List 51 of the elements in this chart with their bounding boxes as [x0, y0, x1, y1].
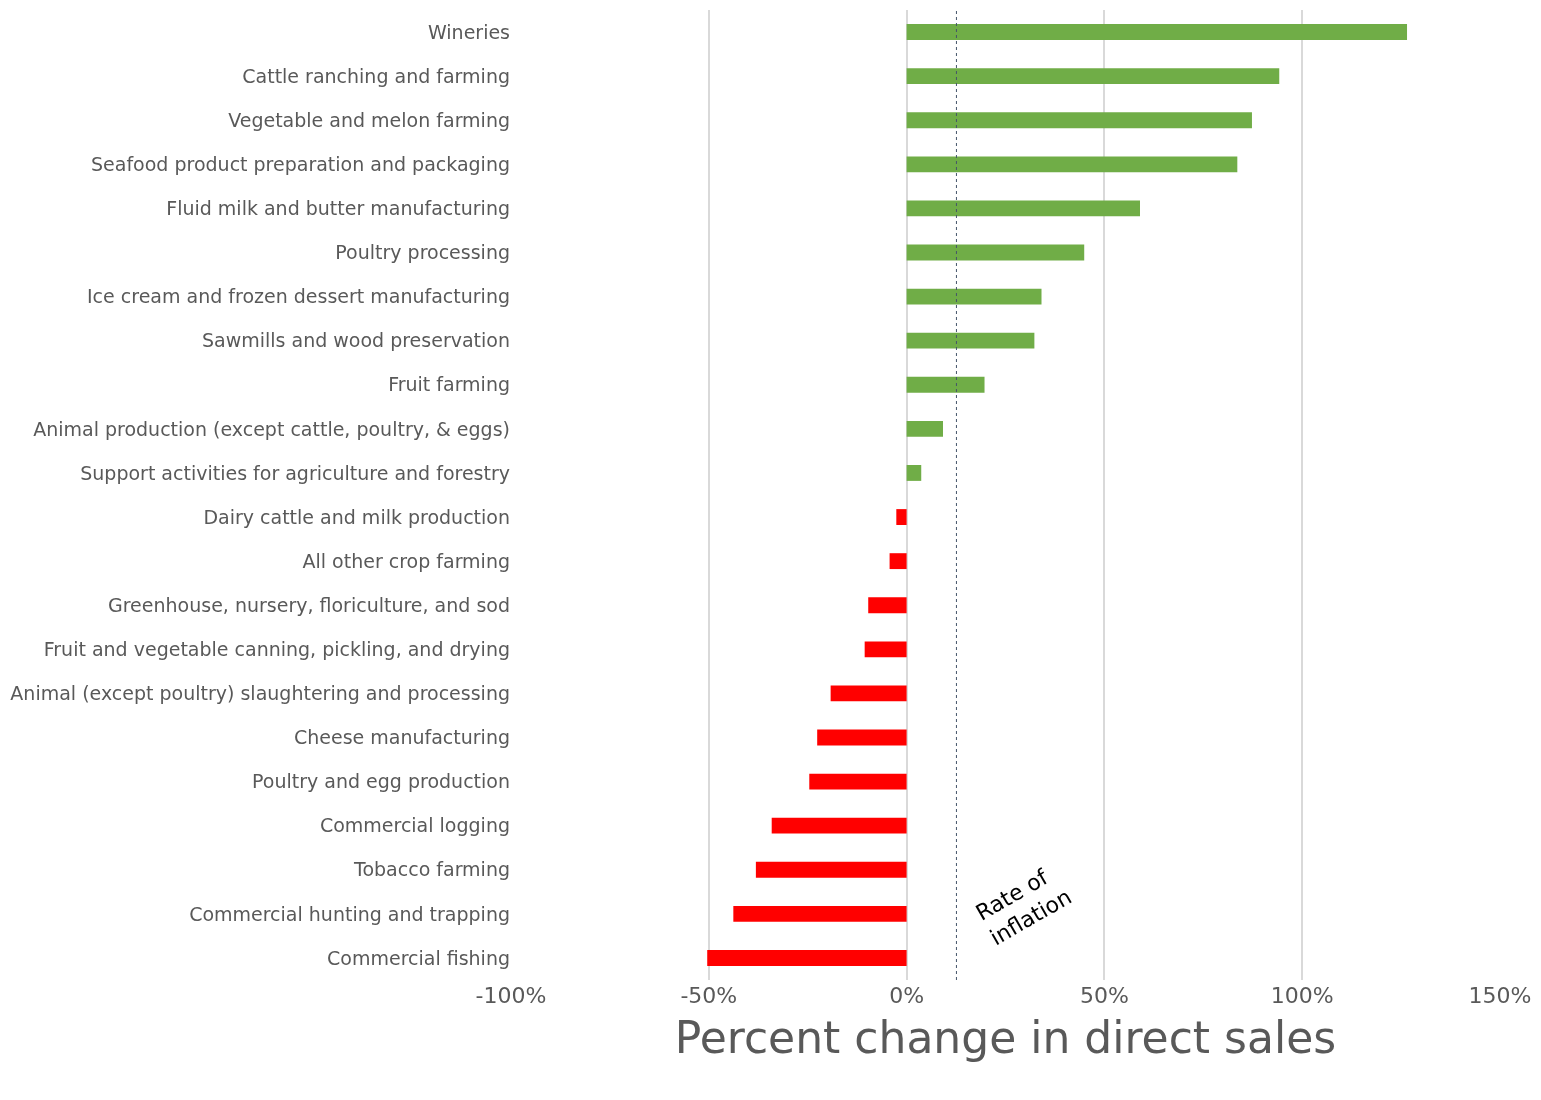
bar	[896, 509, 907, 525]
bar	[830, 685, 907, 702]
x-tick-label: 100%	[1270, 983, 1334, 1008]
y-tick-label: Support activities for agriculture and forestry	[80, 461, 510, 484]
y-tick-label: Sawmills and wood preservation	[201, 329, 510, 352]
bar	[906, 332, 1035, 349]
y-tick-label: Poultry and egg production	[252, 770, 510, 793]
bar	[771, 817, 907, 834]
x-tick-label: 150%	[1468, 983, 1532, 1008]
y-tick-label: Seafood product preparation and packaging	[91, 152, 510, 175]
bar	[906, 288, 1042, 305]
bar	[906, 465, 922, 481]
bar	[906, 244, 1085, 261]
y-tick-label: Animal production (except cattle, poultry, & eggs)	[33, 417, 510, 440]
y-tick-label: Vegetable and melon farming	[228, 108, 510, 131]
y-tick-label: Fruit and vegetable canning, pickling, and drying	[43, 637, 510, 660]
bar	[733, 905, 907, 922]
y-tick-label: Tobacco farming	[353, 858, 510, 881]
bar	[906, 376, 985, 393]
x-axis-title: Percent change in direct sales	[674, 1012, 1337, 1064]
bar	[864, 641, 907, 658]
y-tick-label: Cheese manufacturing	[293, 726, 510, 749]
bar	[906, 420, 943, 437]
bar	[809, 773, 907, 790]
y-tick-label: Commercial fishing	[327, 946, 510, 969]
y-tick-label: Fluid milk and butter manufacturing	[166, 197, 510, 220]
bar	[906, 200, 1140, 217]
y-tick-label: Ice cream and frozen dessert manufacturing	[87, 285, 510, 308]
y-tick-label: Commercial logging	[319, 814, 510, 837]
y-tick-label: Commercial hunting and trapping	[189, 902, 510, 925]
bar	[868, 597, 907, 614]
bar	[889, 553, 907, 570]
y-tick-label: Dairy cattle and milk production	[203, 505, 510, 528]
bar	[817, 729, 907, 746]
x-tick-label: 0%	[889, 983, 925, 1008]
y-tick-label: Fruit farming	[388, 373, 510, 396]
y-tick-label: Cattle ranching and farming	[242, 64, 510, 87]
x-tick-label: -100%	[475, 983, 547, 1008]
bar	[906, 156, 1238, 173]
x-tick-label: 50%	[1079, 983, 1129, 1008]
y-tick-label: Animal (except poultry) slaughtering and processing	[10, 682, 510, 705]
y-tick-label: Greenhouse, nursery, floriculture, and sod	[107, 593, 510, 616]
bar	[906, 24, 1408, 40]
x-tick-label: -50%	[680, 983, 738, 1008]
bar	[906, 68, 1280, 85]
bar	[707, 950, 907, 966]
bar	[755, 861, 907, 878]
y-tick-label: Wineries	[427, 20, 510, 43]
y-tick-label: Poultry processing	[335, 241, 510, 264]
y-tick-label: All other crop farming	[302, 549, 510, 572]
bar	[906, 112, 1252, 129]
